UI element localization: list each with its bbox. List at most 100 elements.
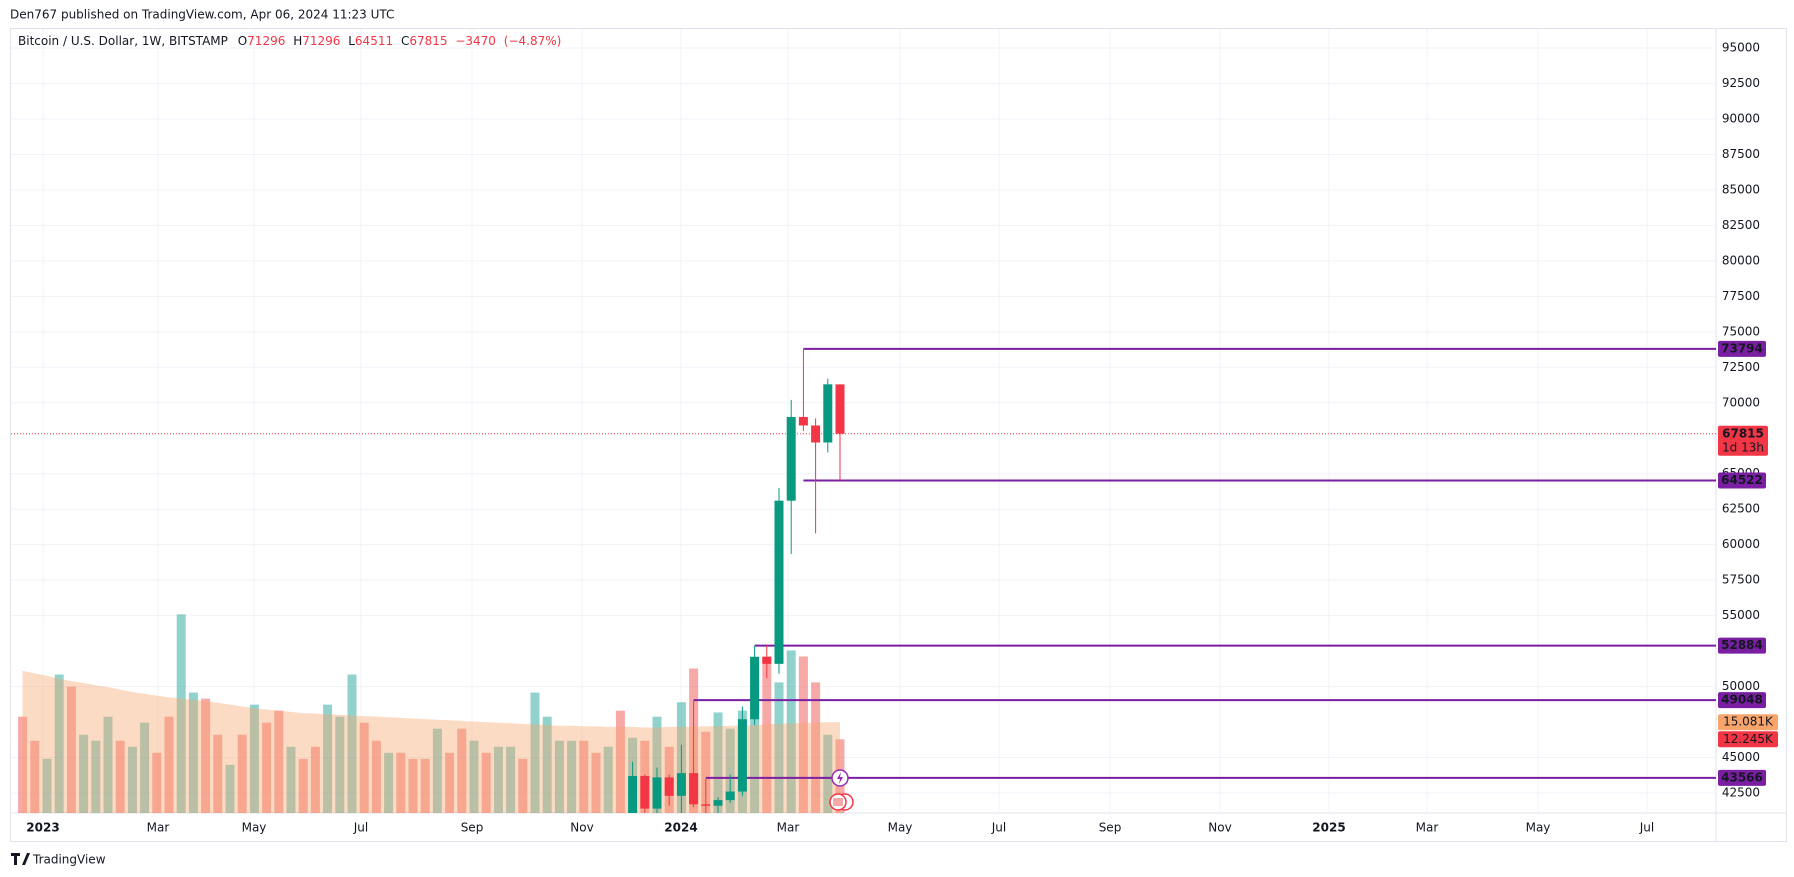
volume-bar xyxy=(115,740,125,813)
brand: TradingView xyxy=(32,853,106,867)
lightning-glyph xyxy=(837,772,843,784)
volume-bar xyxy=(127,746,137,813)
volume-bar xyxy=(774,682,784,813)
legend: Bitcoin / U.S. Dollar, 1W, BITSTAMP O712… xyxy=(18,34,561,48)
volume-bar xyxy=(249,704,259,813)
x-tick-label: May xyxy=(242,821,267,835)
volume-bar xyxy=(823,734,833,813)
x-tick-label: Jul xyxy=(1639,821,1654,835)
frame xyxy=(10,28,1787,842)
candle-body xyxy=(689,773,699,805)
y-tick-label: 75000 xyxy=(1722,324,1760,338)
plot xyxy=(11,347,1716,813)
volume-bar xyxy=(567,740,577,813)
level-label-bg xyxy=(1718,472,1766,489)
candle-body xyxy=(725,791,735,801)
y-tick-label: 55000 xyxy=(1722,608,1760,622)
volume-bar xyxy=(298,758,308,813)
event-icons xyxy=(829,769,854,811)
volume-ma-label-bg xyxy=(1718,714,1778,731)
publish-info: Den767 published on TradingView.com, Apr… xyxy=(10,8,394,22)
ohlc-value: 71296 xyxy=(247,34,285,48)
volume-bar xyxy=(811,682,821,813)
level-label-bg xyxy=(1718,769,1766,786)
y-tick-label: 87500 xyxy=(1722,147,1760,161)
candle-body xyxy=(701,804,711,806)
candle-body xyxy=(664,777,674,796)
volume-bar xyxy=(152,752,162,813)
candle-body xyxy=(762,656,772,664)
volume-bar xyxy=(725,728,735,813)
change: −3470 xyxy=(455,34,496,48)
volume-bar xyxy=(213,734,223,813)
volume-bar xyxy=(518,758,528,813)
volume-bar xyxy=(262,722,272,813)
volume-bar xyxy=(798,656,808,813)
level-label: 49048 xyxy=(1721,693,1763,707)
volume-bar xyxy=(457,728,467,813)
y-tick-label: 57500 xyxy=(1722,573,1760,587)
volume-bar xyxy=(103,716,113,813)
volume-bar xyxy=(420,758,430,813)
x-tick-label: Nov xyxy=(570,821,593,835)
volume-bar xyxy=(762,656,772,813)
x-tick-label: Sep xyxy=(1099,821,1122,835)
ohlc-key: L xyxy=(348,34,355,48)
volume-bar xyxy=(176,614,186,813)
ohlc-value: 64511 xyxy=(355,34,393,48)
candle-body xyxy=(786,416,796,501)
candle-body xyxy=(676,773,686,796)
volume-bar xyxy=(91,740,101,813)
volume-bar xyxy=(530,692,540,813)
volume-bar xyxy=(615,710,625,813)
volume-bar xyxy=(79,734,89,813)
ohlc-key: C xyxy=(401,34,409,48)
level-label-bg xyxy=(1718,340,1766,357)
flag-glyph xyxy=(833,798,843,806)
volume-ma-label: 15.081K xyxy=(1723,715,1774,729)
candle-body xyxy=(798,416,808,426)
y-tick-label: 92500 xyxy=(1722,76,1760,90)
y-tick-label: 70000 xyxy=(1722,395,1760,409)
candle-body xyxy=(835,384,845,434)
volume-bar xyxy=(554,740,564,813)
volume-bar xyxy=(371,740,381,813)
ohlc-key: H xyxy=(293,34,302,48)
volume-bar xyxy=(140,722,150,813)
volume-bar xyxy=(225,764,235,813)
candle-body xyxy=(713,800,723,806)
y-tick-label: 95000 xyxy=(1722,41,1760,55)
volume-bar xyxy=(786,650,796,813)
volume-bar xyxy=(579,740,589,813)
ohlc-key: O xyxy=(238,34,247,48)
candle-body xyxy=(811,425,821,443)
volume-bar xyxy=(506,746,516,813)
x-tick-label: Mar xyxy=(777,821,800,835)
volume-bar xyxy=(652,716,662,813)
volume-bar xyxy=(713,712,723,813)
level-label-bg xyxy=(1718,692,1766,709)
x-tick-label: 2023 xyxy=(26,821,59,835)
y-tick-label: 80000 xyxy=(1722,253,1760,267)
volume-bar xyxy=(188,692,198,813)
y-tick-label: 77500 xyxy=(1722,289,1760,303)
candle-body xyxy=(628,775,638,813)
volume-bar xyxy=(274,710,284,813)
y-tick-label: 42500 xyxy=(1722,785,1760,799)
volume-bar xyxy=(432,728,442,813)
level-label-bg xyxy=(1718,637,1766,654)
volume-bar xyxy=(603,746,613,813)
volume-bar xyxy=(310,746,320,813)
candle-body xyxy=(823,384,833,443)
volume-bar xyxy=(408,758,418,813)
level-label: 43566 xyxy=(1721,770,1763,784)
last-price-label: 67815 xyxy=(1722,426,1764,440)
axes: 2023 Mar May Jul Sep Nov 2024 Mar May Jul Sep Nov 20… xyxy=(26,41,1778,835)
volume-bar xyxy=(347,674,357,813)
countdown: 1d 13h xyxy=(1722,440,1764,454)
y-tick-label: 50000 xyxy=(1722,679,1760,693)
x-tick-label: May xyxy=(1526,821,1551,835)
candle-body xyxy=(737,719,747,792)
